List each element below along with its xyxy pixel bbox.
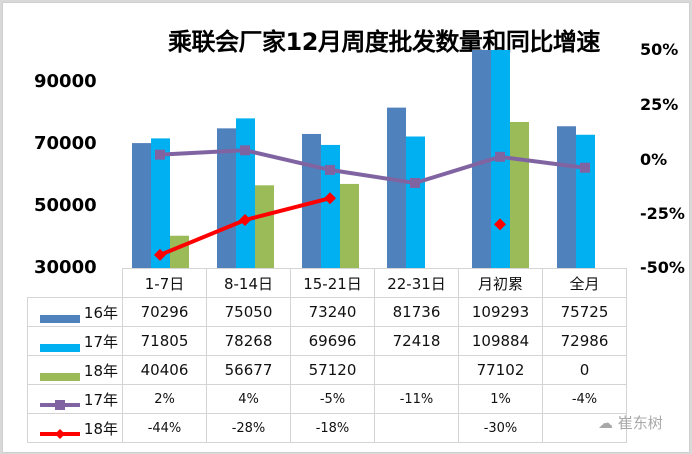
table-row-18: 18年 40406 56677 57120 77102 0 [27,355,627,385]
watermark: ☁ 崔东树 [598,414,663,432]
right-axis-tick: 25% [640,95,679,114]
table-row-17: 17年 71805 78268 69696 72418 109884 72986 [27,326,627,356]
line-marker [494,218,506,231]
bar [151,138,170,268]
table-row-17-growth: 17年 2% 4% -5% -11% 1% -4% [27,384,627,414]
category-label: 月初累 [458,268,543,298]
bar [132,143,151,268]
bar [576,134,595,268]
right-axis-tick: 50% [640,40,679,59]
chart-title: 乘联会厂家12月周度批发数量和同比增速 [168,28,600,56]
legend-entry: 18年 [27,355,123,385]
bar [557,126,576,268]
category-label: 8-14日 [206,268,291,298]
line-series [159,148,586,186]
left-axis-tick: 90000 [34,71,97,92]
bar [510,121,529,269]
wechat-icon: ☁ [598,414,613,432]
legend-swatch-bar-16-icon [39,309,80,323]
bar [406,136,425,268]
legend-swatch-line-square-icon [39,396,80,410]
line-marker [325,164,335,175]
legend-entry: 17年 [27,326,123,356]
bar [170,235,189,268]
bar [472,50,491,268]
bar [217,128,236,268]
line-marker [324,192,336,205]
legend-swatch-bar-18-icon [39,367,80,381]
line-marker [495,151,505,162]
line-marker [580,162,590,173]
legend-entry: 18年 [27,413,123,443]
bar [340,183,359,268]
legend-swatch-bar-17-icon [39,338,80,352]
legend-swatch-line-diamond-icon [39,425,80,439]
category-label: 15-21日 [290,268,375,298]
line-marker [154,248,166,261]
data-table: 1-7日 8-14日 15-21日 22-31日 月初累 全月 16年 7029… [27,268,627,443]
bar [236,118,255,268]
category-label: 全月 [542,268,627,298]
line-marker [155,149,165,160]
bar [255,185,274,268]
left-axis-tick: 70000 [34,133,97,154]
line-marker [410,177,420,188]
category-label: 1-7日 [122,268,207,298]
left-axis-tick: 50000 [34,195,97,216]
right-axis-tick: -50% [640,258,685,277]
right-axis-tick: 0% [640,150,668,169]
category-label: 22-31日 [374,268,459,298]
legend-entry: 17年 [27,384,123,414]
table-row-18-growth: 18年 -44% -28% -18% -30% [27,413,627,443]
bar [387,107,406,268]
bar [321,144,340,268]
table-row-16: 16年 70296 75050 73240 81736 109293 75725 [27,297,627,327]
line-marker [240,145,250,156]
right-axis-tick: -25% [640,204,685,223]
legend-entry: 16年 [27,297,123,327]
line-marker [239,214,251,227]
